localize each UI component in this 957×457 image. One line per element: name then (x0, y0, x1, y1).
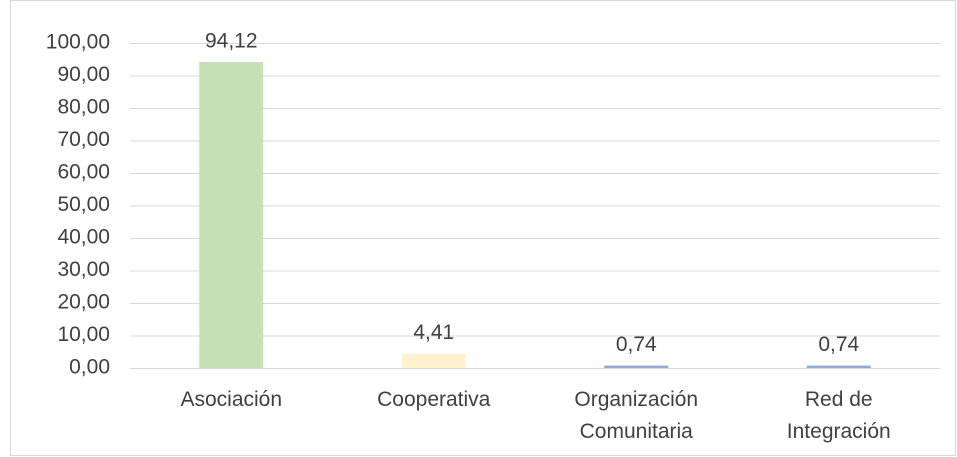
bar (604, 365, 669, 368)
data-label: 4,41 (413, 321, 454, 344)
y-tick-label: 0,00 (69, 356, 110, 379)
bar (806, 365, 871, 368)
y-tick-label: 30,00 (57, 258, 110, 281)
y-tick-label: 40,00 (57, 226, 110, 249)
bar (401, 353, 466, 368)
x-tick-label: Red de Integración (787, 388, 891, 443)
y-tick-label: 80,00 (57, 96, 110, 119)
y-tick-label: 70,00 (57, 128, 110, 151)
x-tick-label: Cooperativa (377, 388, 491, 411)
y-tick-label: 50,00 (57, 193, 110, 216)
y-tick-label: 90,00 (57, 63, 110, 86)
y-tick-label: 100,00 (46, 31, 110, 54)
y-tick-label: 60,00 (57, 161, 110, 184)
y-tick-label: 10,00 (57, 323, 110, 346)
x-tick-label: Organización Comunitaria (574, 388, 698, 443)
bar (199, 62, 264, 369)
data-label: 0,74 (818, 333, 859, 356)
y-tick-label: 20,00 (57, 291, 110, 314)
data-label: 0,74 (616, 333, 657, 356)
x-tick-label: Asociación (180, 388, 282, 411)
data-label: 94,12 (205, 30, 258, 53)
